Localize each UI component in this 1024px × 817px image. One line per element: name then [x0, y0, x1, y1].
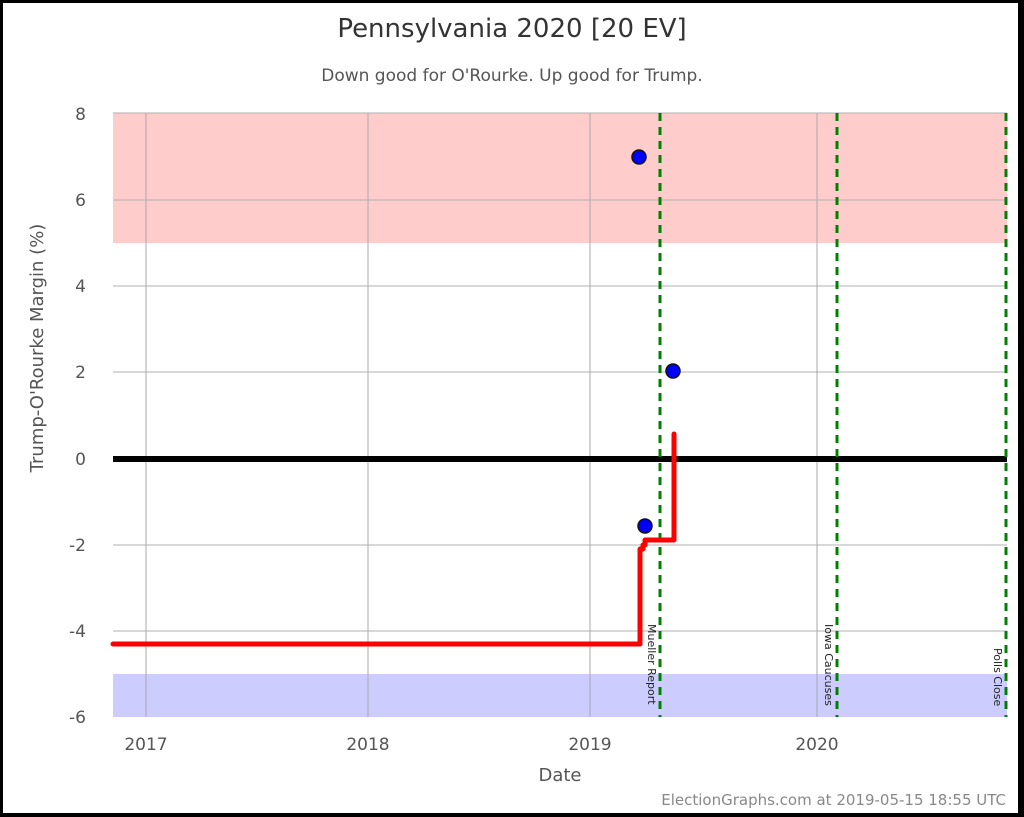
x-axis-label: Date [538, 765, 582, 786]
poll-point [637, 518, 653, 534]
event-label-polls-close: Polls Close [991, 648, 1004, 707]
y-tick: 0 [75, 450, 86, 470]
y-tick: -4 [69, 622, 86, 642]
y-tick: -2 [69, 536, 86, 556]
orourke-band [113, 674, 1007, 717]
chart-title: Pennsylvania 2020 [20 EV] [337, 14, 687, 44]
credit-footer: ElectionGraphs.com at 2019-05-15 18:55 U… [661, 791, 1006, 809]
x-tick: 2017 [124, 735, 167, 755]
y-tick: 2 [75, 363, 86, 383]
x-tick: 2019 [568, 735, 611, 755]
y-axis-label: Trump-O'Rourke Margin (%) [27, 223, 48, 473]
y-tick: 8 [75, 105, 86, 125]
poll-point [631, 149, 647, 165]
x-tick-labels: 2017 2018 2019 2020 [124, 735, 838, 755]
y-tick: -6 [69, 708, 86, 728]
x-gridlines [145, 113, 818, 717]
x-tick: 2018 [346, 735, 389, 755]
chart-subtitle: Down good for O'Rourke. Up good for Trum… [321, 66, 703, 86]
poll-average-line [110, 431, 677, 647]
trump-band [113, 113, 1007, 243]
poll-points [631, 149, 681, 534]
y-tick-labels: 8 6 4 2 0 -2 -4 -6 [69, 105, 86, 728]
x-tick: 2020 [795, 735, 838, 755]
event-label-iowa-caucuses: Iowa Caucuses [822, 624, 835, 706]
y-gridlines [113, 112, 1007, 632]
event-lines [658, 113, 1008, 717]
y-tick: 6 [75, 191, 86, 211]
y-tick: 4 [75, 277, 86, 297]
poll-point [665, 363, 681, 379]
event-label-mueller-report: Mueller Report [645, 624, 658, 705]
